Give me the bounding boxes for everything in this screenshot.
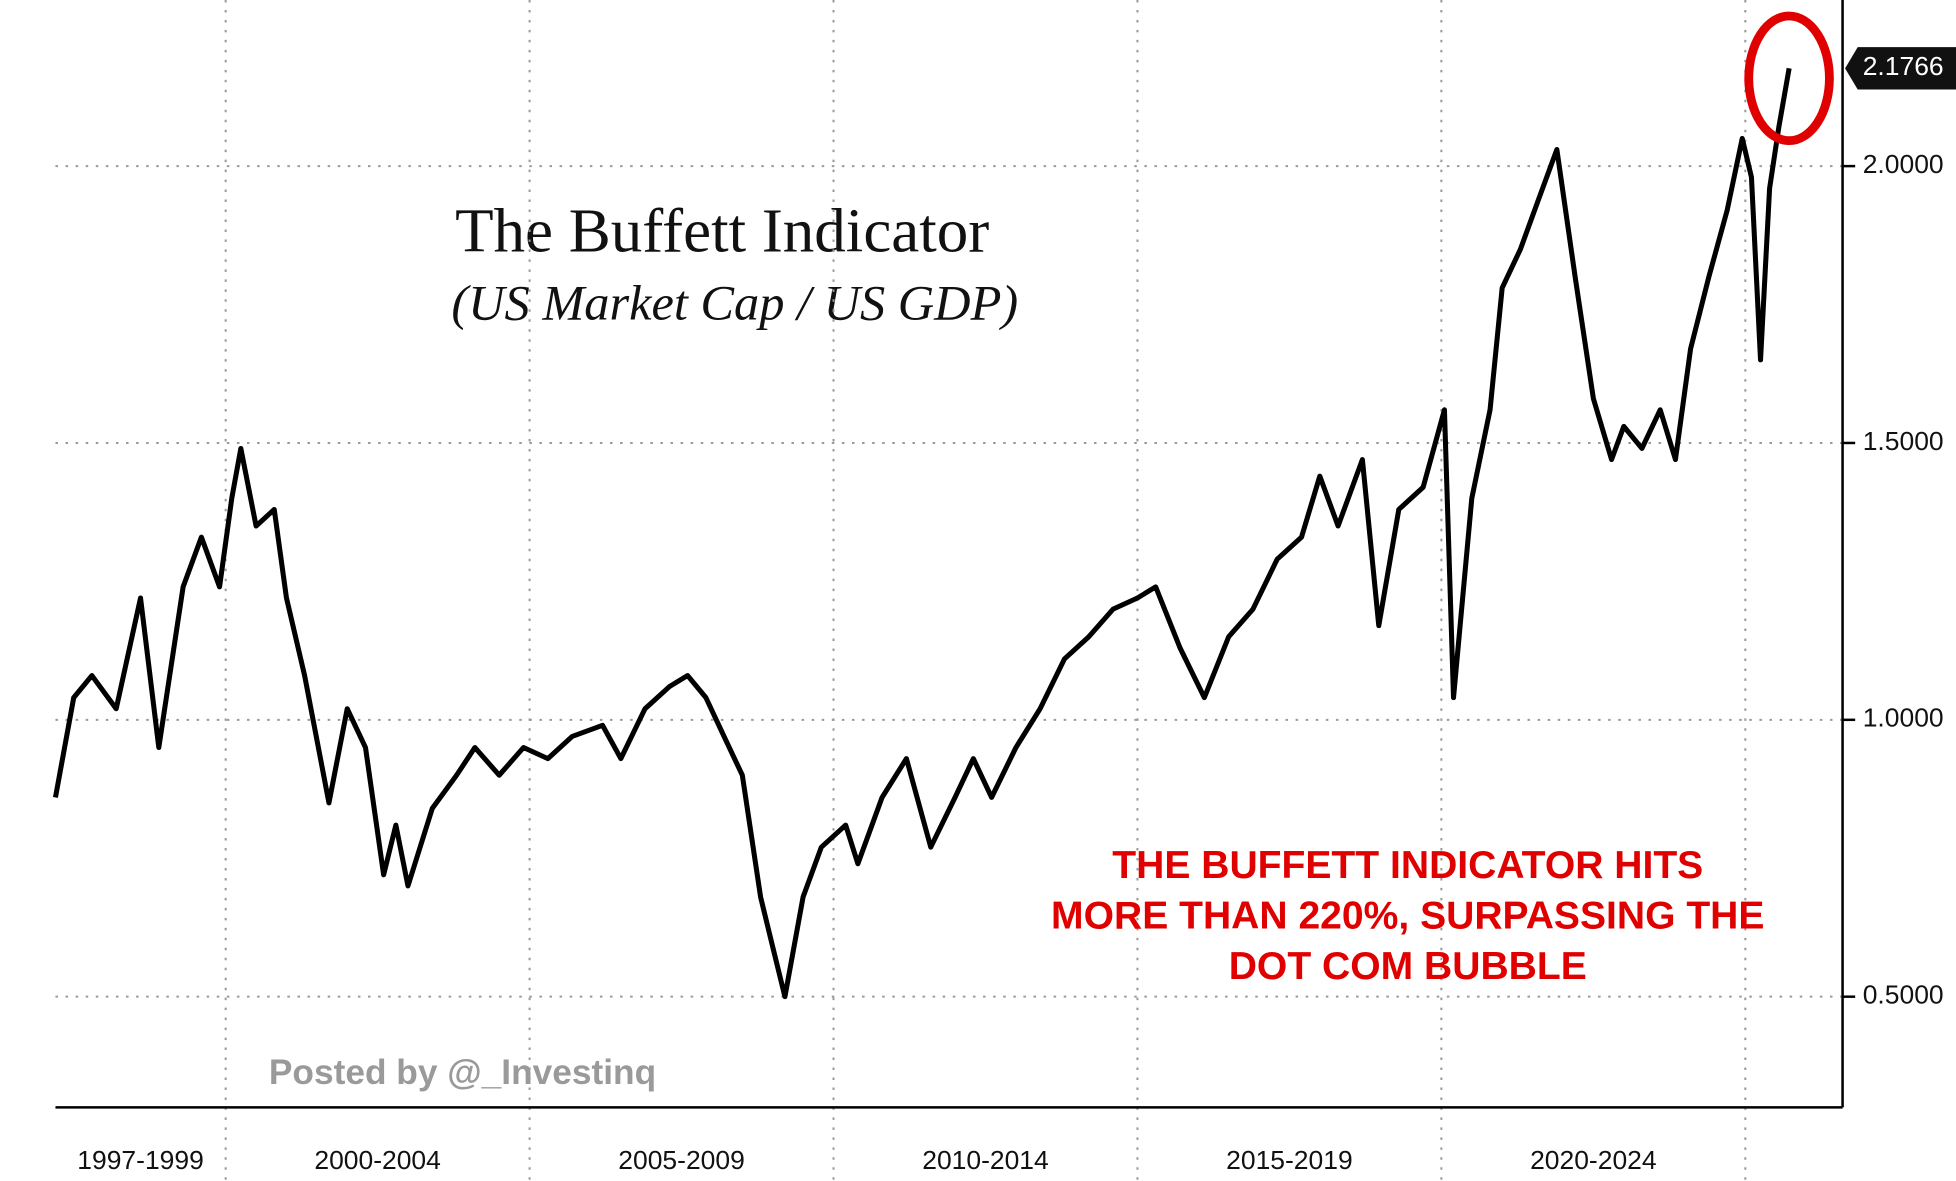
x-tick-label: 2010-2014 <box>922 1145 1049 1175</box>
annotation: THE BUFFETT INDICATOR HITS <box>1112 844 1703 887</box>
x-tick-label: 2005-2009 <box>618 1145 745 1175</box>
x-tick-label: 1997-1999 <box>77 1145 204 1175</box>
y-tick-label: 1.5000 <box>1863 426 1944 456</box>
x-tick-label: 2000-2004 <box>314 1145 441 1175</box>
chart-title: The Buffett Indicator <box>455 196 989 266</box>
last-value-box <box>1845 47 1956 90</box>
highlight-circle <box>1744 11 1834 146</box>
x-tick-label: 2020-2024 <box>1530 1145 1657 1175</box>
x-tick-label: 2015-2019 <box>1226 1145 1353 1175</box>
y-tick-label: 0.5000 <box>1863 980 1944 1010</box>
watermark: Posted by @_Investinq <box>269 1053 656 1092</box>
y-tick-label: 2.0000 <box>1863 149 1944 179</box>
data-line <box>52 67 1792 1000</box>
annotation: DOT COM BUBBLE <box>1229 945 1587 988</box>
last-value-label: 2.1766 <box>1863 51 1944 81</box>
chart-subtitle: (US Market Cap / US GDP) <box>451 275 1018 331</box>
annotation: MORE THAN 220%, SURPASSING THE <box>1051 895 1764 938</box>
y-tick-label: 1.0000 <box>1863 703 1944 733</box>
